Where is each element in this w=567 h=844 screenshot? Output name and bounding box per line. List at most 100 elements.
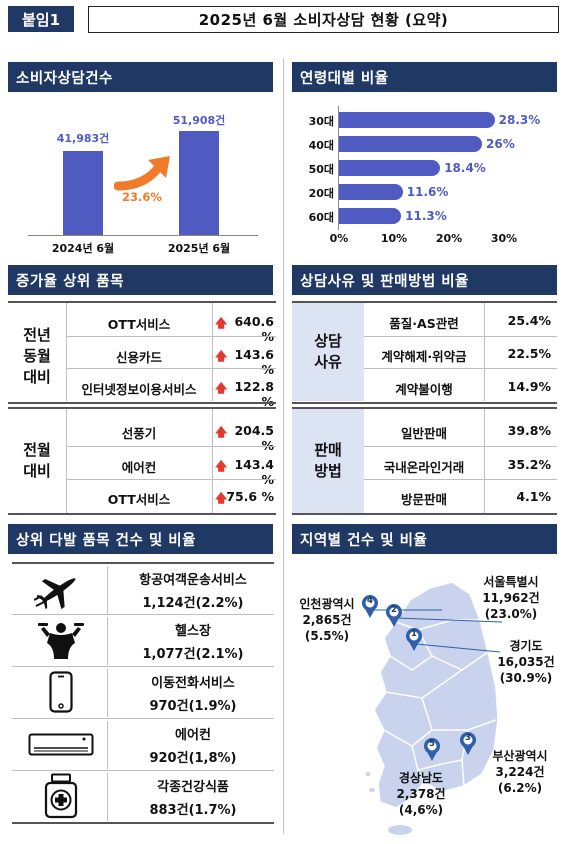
growth-item-name: 인터넷정보이용서비스 <box>81 382 197 397</box>
top-items-list: 항공여객운송서비스 1,124건(2.2%) 헬스장 1,077건(2.1%) <box>12 562 274 824</box>
age-category-label: 60대 <box>308 211 334 224</box>
row-divider <box>364 368 557 369</box>
region-name: 경기도 <box>509 639 543 653</box>
region-count: 2,865건 <box>302 613 352 627</box>
growth-arrow-icon <box>114 156 170 191</box>
item-name: 이동전화서비스 <box>151 676 235 691</box>
method-item-name: 방문판매 <box>400 492 447 507</box>
group-label-method: 판매 방법 <box>292 440 364 482</box>
row-divider <box>364 446 557 447</box>
row-divider <box>12 718 274 719</box>
page-title: 2025년 6월 소비자상담 현황 (요약) <box>88 6 559 33</box>
growth-table: 전년 동월 대비 OTT서비스 🡅 640.6 % 신용카드 🡅 143.6 %… <box>8 301 276 515</box>
group-label-line: 전월 <box>23 441 51 459</box>
growth-item-name: 선풍기 <box>121 426 157 441</box>
age-bar <box>339 112 495 128</box>
increase-arrow-icon: 🡅 <box>215 459 228 473</box>
pin-number-seoul: 2 <box>391 605 397 615</box>
age-category-label: 20대 <box>308 187 334 200</box>
pin-icon-seoul <box>386 604 402 627</box>
region-name: 인천광역시 <box>299 597 355 611</box>
bar-2024 <box>63 151 103 235</box>
col-divider <box>484 409 485 513</box>
region-name: 서울특별시 <box>483 575 539 589</box>
group-label-line: 전년 <box>23 326 51 344</box>
growth-item-name: OTT서비스 <box>107 492 171 507</box>
pin-number-gyeongnam: 5 <box>429 739 435 749</box>
row-divider <box>66 368 276 369</box>
growth-item-value: 143.6 % <box>234 347 274 377</box>
method-item-value: 4.1% <box>516 489 551 504</box>
age-value-label: 11.3% <box>405 209 447 223</box>
table-border-top <box>8 301 276 303</box>
region-count: 11,962건 <box>482 591 540 605</box>
region-label-incheon: 인천광역시 2,865건 (5.5%) <box>292 596 362 644</box>
item-count: 970건(1.9%) <box>149 699 237 714</box>
col-divider <box>107 567 108 615</box>
reason-item-value: 14.9% <box>507 379 551 394</box>
item-name: 각종건강식품 <box>157 780 229 795</box>
region-pct: (5.5%) <box>304 629 350 643</box>
bar-value-label-2025: 51,908건 <box>172 114 226 127</box>
section-header-consult-count: 소비자상담건수 <box>8 62 273 92</box>
region-name: 부산광역시 <box>492 749 548 763</box>
growth-item-value: 122.8 % <box>234 379 274 409</box>
group-label-line: 동월 <box>23 347 51 365</box>
pin-icon-incheon <box>362 595 378 618</box>
reason-item-name: 계약불이행 <box>395 382 453 397</box>
col-divider <box>212 409 213 513</box>
age-value-label: 11.6% <box>406 185 449 199</box>
row-divider <box>364 479 557 480</box>
list-border-top <box>12 562 274 564</box>
col-divider <box>107 669 108 717</box>
region-pct: (4,6%) <box>398 803 444 817</box>
x-label-2025: 2025년 6월 <box>167 242 231 255</box>
item-name: 항공여객운송서비스 <box>139 573 247 588</box>
age-bar <box>339 136 482 152</box>
col-divider <box>66 409 67 513</box>
region-pct: (23.0%) <box>484 607 538 621</box>
airplane-icon <box>34 578 76 610</box>
col-divider <box>484 303 485 401</box>
item-count: 883건(1.7%) <box>149 803 237 818</box>
row-divider <box>12 614 274 615</box>
age-value-label: 26% <box>486 137 515 151</box>
region-map: 4 2 1 3 5 인천광역시 2,865건 (5.5%) 서울특별시 11,9… <box>292 560 564 838</box>
row-divider <box>364 336 557 337</box>
section-header-reason-method: 상담사유 및 판매방법 비율 <box>292 265 557 295</box>
item-count: 1,077건(2.1%) <box>142 647 244 662</box>
growth-item-value: 75.6 % <box>226 489 274 504</box>
col-divider <box>107 721 108 769</box>
group-cell-bg <box>292 409 364 513</box>
list-item: 헬스장 1,077건(2.1%) <box>12 615 274 665</box>
region-count: 3,224건 <box>495 765 545 779</box>
region-pct: (6.2%) <box>497 781 543 795</box>
group-label-line: 판매 <box>314 441 342 459</box>
age-category-label: 40대 <box>308 139 334 152</box>
table-border-top <box>292 301 557 303</box>
col-divider <box>107 617 108 665</box>
region-name: 경상남도 <box>398 771 444 785</box>
korea-map <box>362 581 503 835</box>
age-bar <box>339 208 402 224</box>
section-header-age-ratio: 연령대별 비율 <box>292 62 557 92</box>
appendix-badge: 붙임1 <box>8 6 74 32</box>
health-food-icon <box>44 773 78 819</box>
x-axis-line <box>28 235 258 236</box>
method-item-name: 일반판매 <box>400 426 447 441</box>
method-item-value: 35.2% <box>507 457 551 472</box>
increase-arrow-icon: 🡅 <box>215 349 228 363</box>
section-header-top-items: 상위 다발 품목 건수 및 비율 <box>8 524 273 554</box>
item-name: 에어컨 <box>175 728 211 743</box>
bar-value-label-2024: 41,983건 <box>56 132 110 145</box>
age-value-label: 18.4% <box>444 161 486 175</box>
column-divider <box>283 58 284 834</box>
age-bar <box>339 184 403 200</box>
growth-item-name: 신용카드 <box>115 350 162 365</box>
age-bar <box>339 160 441 176</box>
region-label-gyeonggi: 경기도 16,035건 (30.9%) <box>488 638 564 686</box>
method-item-value: 39.8% <box>507 423 551 438</box>
group-label-yoy: 전년 동월 대비 <box>8 325 66 388</box>
col-divider <box>66 303 67 401</box>
list-border-bottom <box>12 822 274 824</box>
